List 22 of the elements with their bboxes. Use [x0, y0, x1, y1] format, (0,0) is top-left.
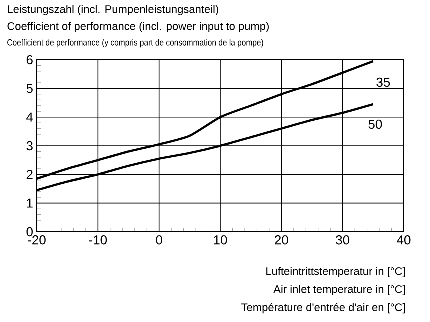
x-tick-label: 20: [275, 236, 288, 245]
x-tick-label: 10: [214, 236, 228, 245]
chart-title: Leistungszahl (incl. Pumpenleistungsanteil): [8, 5, 218, 16]
y-tick-label: 0: [26, 227, 33, 237]
x-tick-label: -20: [28, 236, 46, 245]
series-label: 50: [368, 120, 382, 130]
series-label: 35: [376, 78, 390, 88]
x-tick-label: -10: [89, 236, 108, 245]
text: Air inlet temperature in [°C]: [274, 285, 405, 296]
text: Coefficient de performance (y compris part de consommation de la pompe): [8, 39, 264, 48]
y-tick-label: 4: [26, 112, 34, 122]
y-tick-label: 1: [27, 198, 33, 208]
x-tick-label: 40: [397, 236, 411, 245]
x-tick-label: 0: [156, 236, 162, 245]
x-axis-title: Lufteintrittstemperatur in [°C]: [266, 267, 406, 278]
y-tick-label: 2: [26, 170, 33, 180]
chart-subtitle: Coefficient of performance (incl. power input to pump): [8, 22, 269, 32]
y-tick-label: 5: [26, 84, 33, 94]
x-tick-label: 30: [336, 236, 350, 245]
y-tick-label: 6: [26, 55, 33, 65]
y-tick-label: 3: [26, 141, 33, 151]
text: Température d'entrée d'air en [°C]: [242, 303, 405, 314]
